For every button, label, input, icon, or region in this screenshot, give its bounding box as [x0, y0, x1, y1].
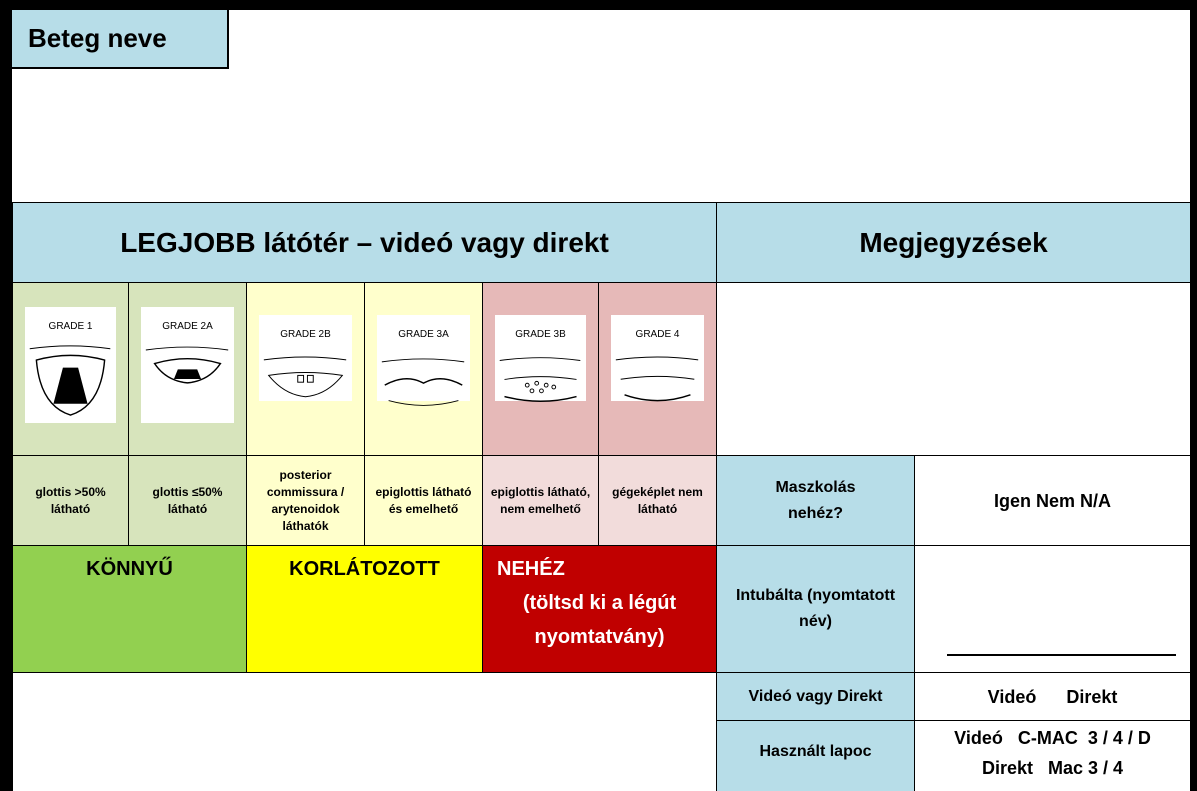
- category-hard: NEHÉZ (töltsd ki a légút nyomtatvány): [482, 545, 717, 673]
- grade-description: glottis >50% látható: [12, 455, 129, 546]
- notes-title: Megjegyzések: [716, 202, 1191, 283]
- grade-image: GRADE 2B: [259, 315, 352, 401]
- grade-cell: GRADE 4: [598, 282, 717, 456]
- grade-image: GRADE 1: [25, 307, 116, 423]
- larynx-drawing: [145, 346, 229, 384]
- grade-description: glottis ≤50% látható: [128, 455, 247, 546]
- field-label: Videó vagy Direkt: [716, 672, 915, 721]
- grade-label: GRADE 2B: [280, 329, 331, 340]
- grade-cell: GRADE 3A: [364, 282, 483, 456]
- grade-description: epiglottis látható, nem emelhető: [482, 455, 599, 546]
- grade-description: posterior commissura / arytenoidok látha…: [246, 455, 365, 546]
- field-label: Maszkolás nehéz?: [716, 455, 915, 546]
- grade-image: GRADE 3A: [377, 315, 470, 406]
- grade-image: GRADE 3B: [495, 315, 586, 402]
- grade-cell: GRADE 1: [12, 282, 129, 456]
- grade-image: GRADE 2A: [141, 307, 234, 423]
- grade-label: GRADE 2A: [162, 321, 213, 332]
- larynx-drawing: [29, 345, 111, 416]
- field-label: Használt lapoc: [716, 720, 915, 791]
- notes-area: [716, 282, 1191, 456]
- larynx-drawing: [615, 356, 699, 402]
- category-note: (töltsd ki a légút nyomtatvány): [522, 592, 677, 648]
- grade-image: GRADE 4: [611, 315, 704, 402]
- field-value: [914, 545, 1191, 673]
- field-value: Videó C-MAC 3 / 4 / D Direkt Mac 3 / 4: [914, 720, 1191, 791]
- larynx-drawing: [381, 358, 465, 406]
- signature-line: [947, 654, 1176, 656]
- field-value: Videó Direkt: [914, 672, 1191, 721]
- larynx-drawing: [263, 356, 347, 398]
- grade-cell: GRADE 2A: [128, 282, 247, 456]
- grade-label: GRADE 1: [48, 321, 93, 332]
- option: Direkt Mac 3 / 4: [981, 758, 1124, 778]
- field-label: Intubálta (nyomtatott név): [716, 545, 915, 673]
- grade-label: GRADE 4: [635, 329, 680, 340]
- grade-label: GRADE 3A: [398, 329, 449, 340]
- larynx-drawing: [499, 357, 581, 402]
- grade-cell: GRADE 3B: [482, 282, 599, 456]
- blank-cell: [12, 672, 717, 791]
- field-value: Igen Nem N/A: [914, 455, 1191, 546]
- patient-label: Beteg neve: [12, 10, 229, 69]
- grade-label: GRADE 3B: [515, 329, 566, 340]
- category-title: NEHÉZ: [497, 558, 565, 580]
- grade-description: epiglottis látható és emelhető: [364, 455, 483, 546]
- grade-cell: GRADE 2B: [246, 282, 365, 456]
- category-limited: KORLÁTOZOTT: [246, 545, 483, 673]
- category-easy: KÖNNYŰ: [12, 545, 247, 673]
- section-title: LEGJOBB látótér – videó vagy direkt: [12, 202, 717, 283]
- option: Videó C-MAC 3 / 4 / D: [954, 728, 1151, 748]
- grade-description: gégeképlet nem látható: [598, 455, 717, 546]
